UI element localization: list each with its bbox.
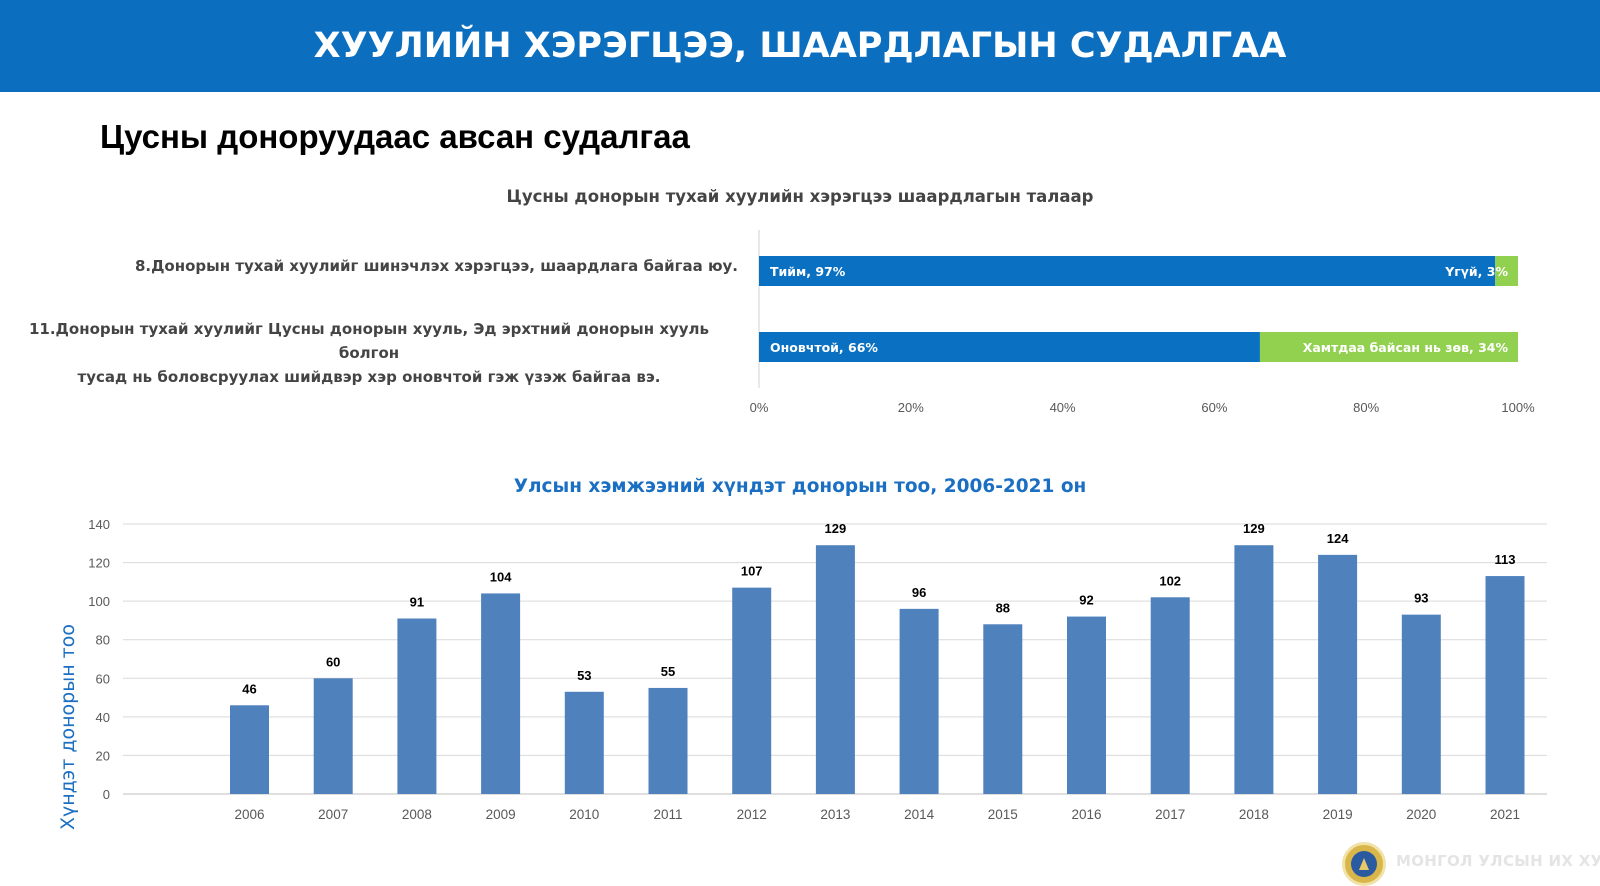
donor-bar-value-label: 129 <box>1243 521 1265 536</box>
donor-bar <box>1067 616 1106 794</box>
survey-bar-label: Хамтдаа байсан нь зөв, 34% <box>1303 340 1509 355</box>
donor-x-tick-label: 2008 <box>402 807 432 822</box>
donor-bar <box>1234 545 1274 794</box>
parliament-emblem-icon <box>1342 842 1386 886</box>
survey-x-tick-label: 20% <box>898 400 924 415</box>
donor-bar-value-label: 92 <box>1079 593 1093 608</box>
donor-bar <box>1318 554 1358 794</box>
donor-x-tick-label: 2016 <box>1071 807 1101 822</box>
donor-bar <box>397 618 437 794</box>
survey-x-tick-label: 100% <box>1501 400 1535 415</box>
donor-bar-value-label: 107 <box>741 564 763 579</box>
survey-bar-label: Тийм, 97% <box>770 264 846 279</box>
donor-bar <box>230 705 269 794</box>
survey-question-8: 8.Донорын тухай хуулийг шинэчлэх хэрэгцэ… <box>135 254 738 278</box>
donor-y-tick-label: 40 <box>96 710 110 725</box>
survey-bar-segment <box>759 332 1260 362</box>
question-line: 11.Донорын тухай хуулийг Цусны донорын х… <box>28 320 710 362</box>
donor-bar <box>648 687 688 794</box>
donor-bar-value-label: 88 <box>996 600 1010 615</box>
section-subtitle: Цусны доноруудаас авсан судалгаа <box>100 118 690 155</box>
donor-x-tick-label: 2010 <box>569 807 599 822</box>
donor-x-tick-label: 2011 <box>653 807 682 822</box>
donor-y-tick-label: 100 <box>88 594 110 609</box>
survey-x-tick-label: 40% <box>1050 400 1076 415</box>
donor-bar <box>481 593 521 794</box>
donor-x-tick-label: 2018 <box>1239 807 1269 822</box>
donor-x-tick-label: 2013 <box>820 807 850 822</box>
donor-bar <box>815 545 855 794</box>
donor-x-tick-label: 2014 <box>904 807 935 822</box>
donor-bar-value-label: 124 <box>1327 531 1349 546</box>
donor-bar <box>1150 597 1190 794</box>
donor-x-tick-label: 2007 <box>318 807 348 822</box>
donor-x-tick-label: 2019 <box>1323 807 1353 822</box>
donor-bar-value-label: 60 <box>326 654 340 669</box>
donor-bar <box>313 678 353 794</box>
survey-bar-segment <box>759 256 1496 286</box>
survey-question-11: 11.Донорын тухай хуулийг Цусны донорын х… <box>0 317 738 389</box>
donor-bar-value-label: 129 <box>825 521 847 536</box>
donor-bar-value-label: 102 <box>1159 573 1181 588</box>
survey-x-tick-label: 60% <box>1201 400 1227 415</box>
donor-x-tick-label: 2020 <box>1406 807 1436 822</box>
survey-x-tick-label: 0% <box>750 400 769 415</box>
donor-bar-value-label: 46 <box>242 681 256 696</box>
page-title: ХУУЛИЙН ХЭРЭГЦЭЭ, ШААРДЛАГЫН СУДАЛГАА <box>313 26 1287 66</box>
header-banner: ХУУЛИЙН ХЭРЭГЦЭЭ, ШААРДЛАГЫН СУДАЛГАА <box>0 0 1600 92</box>
survey-chart-title: Цусны донорын тухай хуулийн хэрэгцээ шаа… <box>506 187 1094 206</box>
donor-x-tick-label: 2012 <box>737 807 767 822</box>
donor-bar-value-label: 93 <box>1414 591 1428 606</box>
donor-bar <box>732 587 772 794</box>
donor-bar-value-label: 55 <box>661 664 675 679</box>
question-line: тусад нь боловсруулах шийдвэр хэр оновчт… <box>77 368 661 386</box>
donor-bar <box>983 624 1023 794</box>
donor-bar <box>564 691 604 794</box>
donor-x-tick-label: 2017 <box>1155 807 1185 822</box>
donor-y-tick-label: 60 <box>96 671 110 686</box>
question-line: 8.Донорын тухай хуулийг шинэчлэх хэрэгцэ… <box>134 257 738 275</box>
survey-bar-label: Оновчтой, 66% <box>770 340 878 355</box>
donor-y-tick-label: 0 <box>103 787 110 802</box>
donor-x-tick-label: 2009 <box>486 807 516 822</box>
donor-y-tick-label: 80 <box>96 633 110 648</box>
survey-bar-segment <box>1495 256 1518 286</box>
donor-y-tick-label: 20 <box>96 748 110 763</box>
donor-x-tick-label: 2006 <box>234 807 264 822</box>
survey-bar-label: Үгүй, 3% <box>1444 264 1508 279</box>
donor-bar-value-label: 53 <box>577 668 591 683</box>
donor-chart-title: Улсын хэмжээний хүндэт донорын тоо, 2006… <box>513 476 1087 497</box>
donor-y-tick-label: 140 <box>88 517 110 532</box>
survey-x-tick-label: 80% <box>1353 400 1379 415</box>
donor-bar-value-label: 104 <box>490 569 512 584</box>
donor-x-tick-label: 2021 <box>1490 807 1520 822</box>
donor-bar <box>899 608 939 794</box>
donor-y-tick-label: 120 <box>88 556 110 571</box>
donor-bar-value-label: 113 <box>1495 552 1516 567</box>
donor-bar-value-label: 91 <box>410 595 424 610</box>
donor-bar <box>1401 614 1441 794</box>
survey-bar-segment <box>1259 332 1518 362</box>
donor-bar-value-label: 96 <box>912 585 926 600</box>
donor-bar <box>1485 576 1525 794</box>
donor-x-tick-label: 2015 <box>988 807 1018 822</box>
watermark-text: МОНГОЛ УЛСЫН ИХ ХУРАЛ <box>1396 852 1600 870</box>
